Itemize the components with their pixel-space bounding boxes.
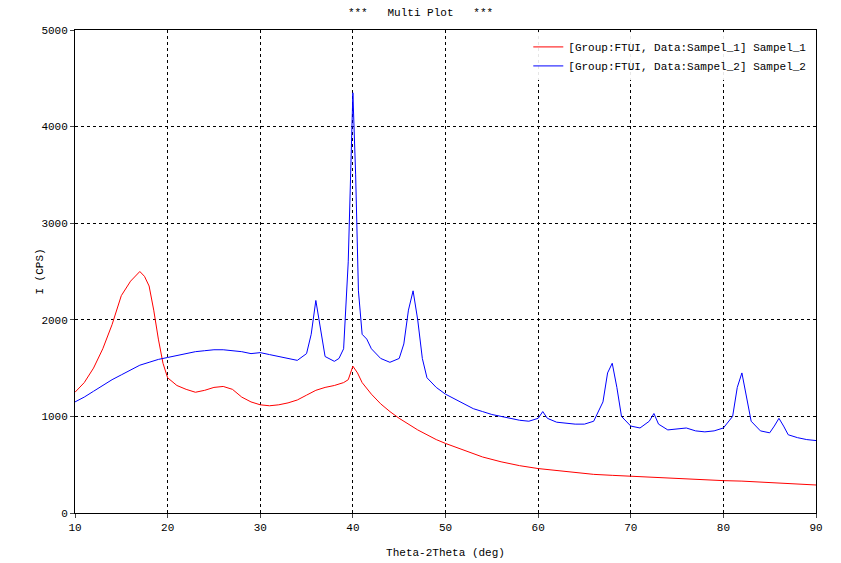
svg-text:4000: 4000 <box>41 121 67 133</box>
svg-text:80: 80 <box>717 522 730 534</box>
svg-text:10: 10 <box>68 522 81 534</box>
svg-text:60: 60 <box>532 522 545 534</box>
svg-text:90: 90 <box>809 522 822 534</box>
svg-text:30: 30 <box>254 522 267 534</box>
svg-text:0: 0 <box>61 508 68 520</box>
svg-text:3000: 3000 <box>41 218 67 230</box>
svg-text:40: 40 <box>346 522 359 534</box>
svg-text:[Group:FTUI, Data:Sampel_1] Sa: [Group:FTUI, Data:Sampel_1] Sampel_1 <box>568 42 806 54</box>
svg-text:*** Multi Plot ***: *** Multi Plot *** <box>348 7 493 19</box>
svg-text:20: 20 <box>161 522 174 534</box>
svg-text:[Group:FTUI, Data:Sampel_2] Sa: [Group:FTUI, Data:Sampel_2] Sampel_2 <box>568 61 806 73</box>
svg-text:50: 50 <box>439 522 452 534</box>
svg-text:1000: 1000 <box>41 411 67 423</box>
svg-text:70: 70 <box>624 522 637 534</box>
svg-text:5000: 5000 <box>41 25 67 37</box>
svg-text:2000: 2000 <box>41 315 67 327</box>
svg-text:I (CPS): I (CPS) <box>34 248 46 294</box>
svg-text:Theta-2Theta (deg): Theta-2Theta (deg) <box>386 547 505 559</box>
